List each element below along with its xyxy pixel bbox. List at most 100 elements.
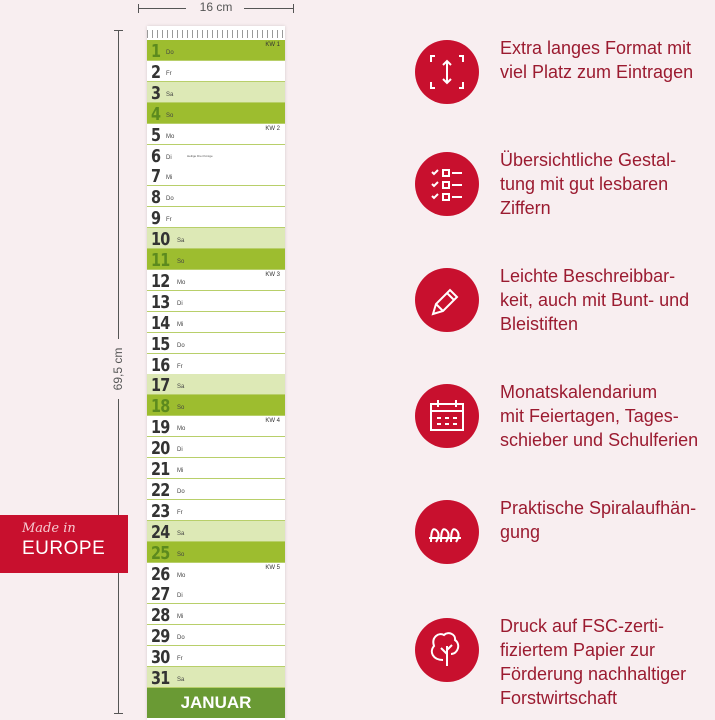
width-dimension: 16 cm xyxy=(138,0,294,14)
weekday: Mi xyxy=(166,175,173,182)
day-number: 1 xyxy=(151,41,161,62)
day-number: 27 xyxy=(151,584,170,606)
weekday: Do xyxy=(166,50,174,56)
feature-line: mit Feiertagen, Tages- xyxy=(500,406,679,426)
feature-line: Leichte Beschreibbar- xyxy=(500,266,676,286)
weekday: Mo xyxy=(177,572,186,579)
day-number: 28 xyxy=(151,605,170,627)
day-row: 9 Fr xyxy=(147,207,285,230)
weekday: Di xyxy=(177,447,183,454)
day-number: 29 xyxy=(151,626,170,648)
day-row: 11 So xyxy=(147,249,285,271)
feature-line: tung mit gut lesbaren xyxy=(500,174,669,194)
day-number: 21 xyxy=(151,459,170,480)
day-row: 5 Mo KW 2 xyxy=(147,123,285,146)
day-number: 25 xyxy=(151,542,170,564)
weekday: Mi xyxy=(177,468,184,474)
feature-line: Förderung nachhaltiger xyxy=(500,664,687,684)
feature-line: schieber und Schulferien xyxy=(500,430,699,450)
day-number: 30 xyxy=(151,647,170,669)
day-row: 19 Mo KW 4 xyxy=(147,416,285,439)
feature-line: keit, auch mit Bunt- und xyxy=(500,290,690,310)
feature-line: Forstwirtschaft xyxy=(500,688,618,708)
width-label: 16 cm xyxy=(199,0,233,14)
day-row: 28 Mi xyxy=(147,604,285,627)
feature-item: Übersichtliche Gestal-tung mit gut lesba… xyxy=(415,150,715,222)
feature-item: Praktische Spiralaufhän-gung xyxy=(415,498,715,570)
day-row: 4 So xyxy=(147,102,285,125)
day-row: 8 Do xyxy=(147,186,285,208)
day-number: 17 xyxy=(151,375,170,397)
weekday: Sa xyxy=(177,238,185,245)
day-number: 22 xyxy=(151,479,170,501)
weekday: Fr xyxy=(177,656,183,663)
feature-item: Leichte Beschreibbar-keit, auch mit Bunt… xyxy=(415,266,715,338)
week-number: KW 5 xyxy=(265,564,280,571)
calendar-icon xyxy=(415,384,479,448)
day-number: 26 xyxy=(151,563,170,585)
day-row: 30 Fr xyxy=(147,646,285,669)
weekday: Do xyxy=(177,342,185,349)
day-number: 19 xyxy=(151,417,170,439)
week-number: KW 4 xyxy=(265,418,280,425)
day-row: 13 Di xyxy=(147,290,285,313)
weekday: So xyxy=(177,259,185,265)
feature-text: Extra langes Format mit viel Platz zum Ei… xyxy=(500,36,715,84)
day-row: 3 Sa xyxy=(147,81,285,104)
day-row: 23 Fr xyxy=(147,499,285,522)
weekday: Mi xyxy=(177,614,184,621)
feature-text: Leichte Beschreibbar-keit, auch mit Bunt… xyxy=(500,264,715,336)
expand-vertical-icon xyxy=(415,40,479,104)
day-number: 18 xyxy=(151,396,170,418)
weekday: Do xyxy=(166,196,174,203)
feature-line: Extra langes Format mit xyxy=(500,38,692,58)
feature-text: Druck auf FSC-zerti-fiziertem Papier zur… xyxy=(500,614,715,710)
spiral-binding xyxy=(147,26,285,40)
weekday: So xyxy=(177,551,185,558)
badge-line2: EUROPE xyxy=(22,538,106,559)
week-number: KW 3 xyxy=(265,271,280,278)
weekday: Mo xyxy=(166,133,175,140)
spiral-icon xyxy=(415,500,479,564)
day-row: 2 Fr xyxy=(147,60,285,83)
day-row: 22 Do xyxy=(147,478,285,501)
day-number: 10 xyxy=(151,229,170,251)
day-number: 5 xyxy=(151,124,161,146)
weekday: Fr xyxy=(166,217,172,224)
weekday: Mo xyxy=(177,426,186,433)
month-footer: JANUAR xyxy=(147,688,285,718)
feature-text: Übersichtliche Gestal-tung mit gut lesba… xyxy=(500,148,715,220)
day-number: 9 xyxy=(151,208,161,230)
weekday: Fr xyxy=(177,363,183,370)
day-number: 6 xyxy=(151,145,161,167)
day-row: 6 Di Heilige Drei Könige xyxy=(147,144,285,167)
day-number: 11 xyxy=(151,250,170,271)
day-number: 20 xyxy=(151,438,170,460)
day-row: 16 Fr xyxy=(147,353,285,376)
checklist-icon xyxy=(415,152,479,216)
day-number: 24 xyxy=(151,521,170,543)
made-in-europe-badge: Made in EUROPE xyxy=(0,515,128,573)
week-number: KW 1 xyxy=(265,42,280,48)
day-row: 27 Di xyxy=(147,583,285,606)
feature-line: Ziffern xyxy=(500,198,551,218)
day-number: 31 xyxy=(151,668,170,689)
weekday: Do xyxy=(177,635,185,642)
day-number: 7 xyxy=(151,166,161,188)
day-row: 18 So xyxy=(147,395,285,418)
day-row: 17 Sa xyxy=(147,374,285,397)
day-number: 15 xyxy=(151,333,170,355)
weekday: Fr xyxy=(177,509,183,516)
weekday: So xyxy=(177,405,185,412)
feature-item: Druck auf FSC-zerti-fiziertem Papier zur… xyxy=(415,616,715,708)
weekday: Mo xyxy=(177,279,186,286)
feature-text: Praktische Spiralaufhän-gung xyxy=(500,496,715,544)
feature-text: Monatskalendarium mit Feiertagen, Tages-s… xyxy=(500,380,715,452)
weekday: Di xyxy=(177,593,183,600)
day-row: 29 Do xyxy=(147,625,285,648)
day-row: 14 Mi xyxy=(147,311,285,334)
day-row: 31 Sa xyxy=(147,667,285,689)
height-label: 69,5 cm xyxy=(111,339,125,399)
day-row: 12 Mo KW 3 xyxy=(147,269,285,292)
